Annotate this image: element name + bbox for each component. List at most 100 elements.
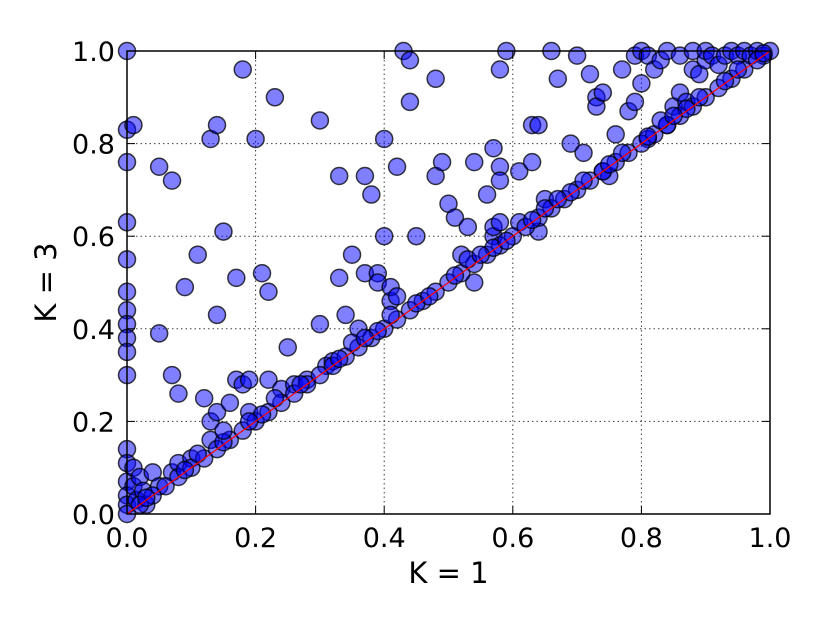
data-point	[387, 287, 407, 306]
data-point	[407, 226, 426, 246]
data-point	[574, 143, 593, 163]
data-point	[522, 210, 542, 230]
data-point	[432, 152, 452, 172]
data-point	[548, 69, 568, 89]
y-tick-label: 0.4	[72, 315, 115, 346]
data-point	[529, 115, 548, 135]
x-tick-label: 0.6	[491, 523, 534, 554]
data-point	[259, 370, 278, 389]
x-tick-label: 0.8	[620, 523, 663, 554]
data-point	[593, 83, 613, 102]
data-point	[464, 273, 484, 292]
x-tick-label: 0.4	[363, 523, 406, 554]
data-point	[137, 488, 156, 508]
data-point	[233, 60, 252, 79]
data-point	[381, 305, 400, 325]
data-point	[580, 64, 600, 84]
y-tick-label: 0.8	[72, 130, 115, 161]
y-tick-label: 1.0	[72, 37, 115, 68]
x-axis-ticks: 0.0 0.2 0.4 0.6 0.8 1.0	[106, 51, 792, 554]
data-point	[259, 282, 278, 302]
data-point	[124, 115, 143, 135]
data-point	[214, 421, 233, 440]
data-point	[207, 115, 227, 135]
data-point	[574, 171, 593, 190]
data-point	[522, 152, 542, 172]
data-point	[342, 245, 362, 264]
data-point	[387, 157, 407, 176]
data-point	[310, 111, 330, 130]
data-point	[754, 44, 773, 63]
x-tick-label: 0.0	[106, 523, 149, 554]
data-point	[445, 266, 465, 285]
data-point	[149, 157, 169, 176]
data-point	[252, 263, 272, 283]
data-point	[690, 88, 709, 107]
data-point	[227, 268, 246, 288]
data-point	[355, 166, 375, 186]
data-point	[214, 222, 233, 241]
data-point	[162, 365, 182, 385]
data-point	[162, 171, 182, 190]
data-point	[638, 127, 658, 146]
data-point	[625, 92, 645, 112]
data-point	[194, 389, 214, 408]
data-point	[207, 305, 227, 325]
data-point	[239, 412, 259, 431]
y-tick-label: 0.6	[72, 222, 115, 253]
data-point	[632, 74, 651, 93]
y-axis-ticks: 0.0 0.2 0.4 0.6 0.8 1.0	[72, 37, 770, 531]
data-point	[149, 324, 169, 343]
data-point	[169, 384, 188, 403]
y-axis-label: K = 3	[29, 242, 63, 322]
data-point	[471, 245, 490, 264]
data-point	[355, 328, 375, 348]
data-point	[265, 389, 285, 408]
plot-frame	[126, 50, 771, 515]
data-point	[426, 69, 445, 89]
data-point	[535, 199, 555, 218]
data-point	[239, 370, 259, 389]
data-point	[329, 349, 349, 369]
x-tick-label: 1.0	[749, 523, 792, 554]
data-point	[509, 162, 529, 181]
y-tick-label: 0.0	[72, 500, 115, 531]
data-point	[374, 129, 394, 149]
data-point	[220, 393, 240, 413]
data-point	[400, 92, 420, 112]
data-point	[374, 226, 394, 246]
data-point	[490, 213, 510, 232]
data-point	[329, 166, 349, 186]
data-point	[329, 268, 349, 288]
data-point	[188, 444, 207, 464]
data-point	[567, 46, 587, 65]
data-point	[362, 185, 381, 204]
data-point	[606, 125, 625, 144]
data-point	[561, 134, 580, 153]
data-point	[278, 338, 297, 357]
diagonal-reference-line	[126, 50, 771, 515]
data-point	[477, 185, 497, 204]
data-point	[175, 277, 195, 297]
data-point	[207, 402, 227, 422]
data-point	[336, 305, 355, 325]
x-tick-label: 0.2	[234, 523, 277, 554]
data-point	[490, 60, 510, 79]
data-point	[188, 245, 207, 264]
data-point	[548, 189, 568, 209]
data-point	[715, 71, 735, 91]
data-point	[484, 138, 503, 158]
data-point	[265, 88, 285, 107]
data-point	[458, 217, 478, 237]
data-point	[612, 143, 632, 163]
data-point	[246, 129, 265, 149]
data-point	[464, 152, 484, 172]
data-point	[664, 106, 683, 126]
y-tick-label: 0.2	[72, 407, 115, 438]
data-point	[291, 375, 310, 394]
data-point	[175, 460, 195, 480]
data-point	[445, 208, 465, 227]
x-axis-label: K = 1	[408, 556, 488, 590]
data-point	[310, 314, 330, 334]
